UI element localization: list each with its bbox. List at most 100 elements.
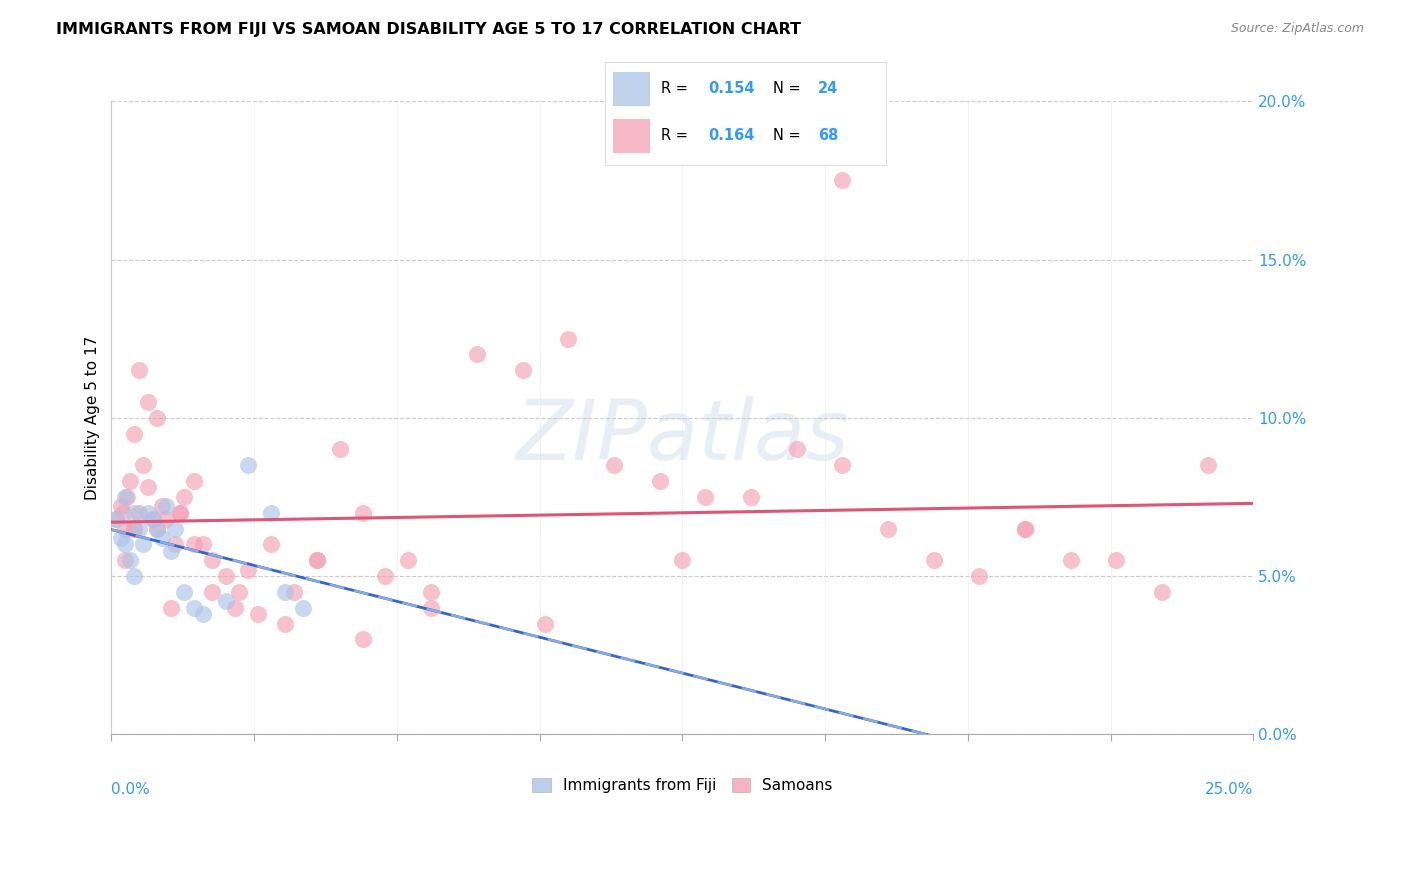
Point [1197,458,1219,473]
Point [191,537,214,551]
Point [114,490,136,504]
Point [122,426,145,441]
Point [159,600,181,615]
Point [111,506,134,520]
Point [374,569,396,583]
Text: R =: R = [661,81,692,96]
Point [150,531,173,545]
Point [114,537,136,551]
Point [238,458,260,473]
Point [165,522,187,536]
Point [183,600,205,615]
Point [877,522,900,536]
Point [165,537,187,551]
Point [118,553,141,567]
Point [110,531,132,545]
Point [117,490,139,504]
Text: 0.0%: 0.0% [111,781,150,797]
Point [740,490,762,504]
Point [146,522,169,536]
Point [224,600,246,615]
Point [114,522,136,536]
Point [1014,522,1036,536]
Point [274,585,297,599]
Point [169,506,191,520]
Point [141,512,163,526]
Point [201,553,224,567]
Point [1105,553,1128,567]
Point [831,173,853,187]
Point [274,616,297,631]
Point [305,553,328,567]
Point [352,632,374,647]
Point [201,585,224,599]
Point [132,458,155,473]
Point [420,585,443,599]
Y-axis label: Disability Age 5 to 17: Disability Age 5 to 17 [86,335,100,500]
Point [260,537,283,551]
Point [128,522,150,536]
Point [155,500,177,514]
Point [283,585,305,599]
Point [557,332,579,346]
Point [104,512,127,526]
Text: 25.0%: 25.0% [1205,781,1253,797]
Text: 68: 68 [818,128,838,144]
Point [214,569,236,583]
Point [173,585,195,599]
Point [922,553,945,567]
Point [695,490,717,504]
Point [671,553,693,567]
Legend: Immigrants from Fiji, Samoans: Immigrants from Fiji, Samoans [526,772,838,799]
Point [191,607,214,621]
Point [122,506,145,520]
Text: IMMIGRANTS FROM FIJI VS SAMOAN DISABILITY AGE 5 TO 17 CORRELATION CHART: IMMIGRANTS FROM FIJI VS SAMOAN DISABILIT… [56,22,801,37]
Point [104,512,127,526]
Point [831,458,853,473]
Text: 0.154: 0.154 [709,81,755,96]
Point [155,512,177,526]
Point [534,616,557,631]
Point [132,537,155,551]
Point [292,600,315,615]
Point [1060,553,1083,567]
Bar [613,119,650,153]
Point [465,347,488,361]
Point [159,543,181,558]
Point [305,553,328,567]
Point [603,458,626,473]
Point [118,474,141,488]
Point [150,500,173,514]
Text: 24: 24 [818,81,838,96]
Point [110,500,132,514]
Point [396,553,419,567]
Point [122,569,145,583]
Point [146,410,169,425]
Point [420,600,443,615]
Point [352,506,374,520]
Point [214,594,236,608]
Point [329,442,352,457]
Point [173,490,195,504]
Point [512,363,534,377]
Point [1150,585,1173,599]
Point [183,474,205,488]
Bar [613,71,650,105]
Text: R =: R = [661,128,692,144]
Point [136,506,159,520]
Point [122,522,145,536]
Point [786,442,808,457]
Point [260,506,283,520]
Point [648,474,671,488]
Point [146,522,169,536]
Point [128,363,150,377]
Point [246,607,269,621]
Point [169,506,191,520]
Point [1014,522,1036,536]
Text: 0.164: 0.164 [709,128,755,144]
Point [238,563,260,577]
Text: N =: N = [773,81,806,96]
Point [141,512,163,526]
Point [114,553,136,567]
Text: Source: ZipAtlas.com: Source: ZipAtlas.com [1230,22,1364,36]
